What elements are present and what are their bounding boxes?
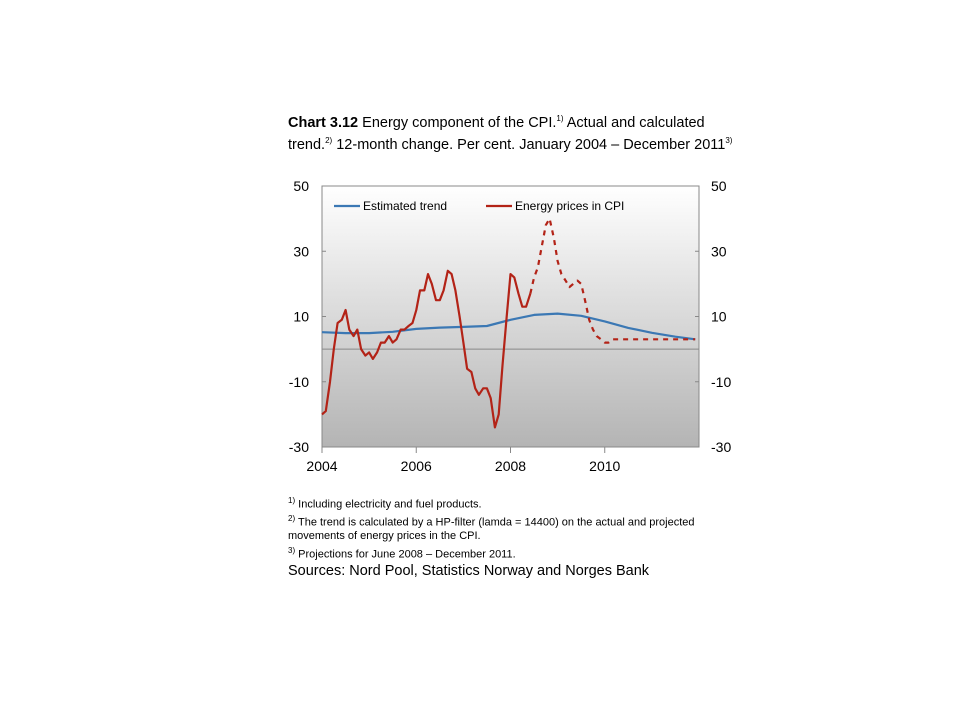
- sources-line: Sources: Nord Pool, Statistics Norway an…: [288, 562, 650, 579]
- footnote-1: 1) Including electricity and fuel produc…: [288, 494, 738, 512]
- y-right-tick-label: 30: [711, 243, 727, 259]
- y-right-tick-label: 10: [711, 309, 727, 325]
- x-tick-label: 2006: [401, 458, 432, 474]
- plot-area: [322, 186, 699, 447]
- x-tick-label: 2008: [495, 458, 526, 474]
- x-tick-label: 2004: [306, 458, 337, 474]
- title-text-a: Energy component of the CPI.: [358, 114, 557, 131]
- legend-label-1: Energy prices in CPI: [515, 199, 624, 213]
- series-line-2: [529, 217, 696, 344]
- y-left-tick-label: 30: [293, 243, 309, 259]
- footnote-1-text: Including electricity and fuel products.: [295, 498, 482, 511]
- title-text-c: 12-month change. Per cent. January 2004 …: [332, 136, 726, 153]
- footnote-3-text: Projections for June 2008 – December 201…: [295, 548, 516, 561]
- legend-label-0: Estimated trend: [363, 199, 447, 213]
- chart-title: Chart 3.12 Energy component of the CPI.1…: [288, 110, 738, 154]
- y-left-tick-label: -10: [289, 374, 309, 390]
- title-footnote-2: 2): [325, 135, 333, 145]
- y-left-tick-label: 10: [293, 309, 309, 325]
- series-line-1: [321, 269, 532, 429]
- y-right-tick-label: -30: [711, 439, 731, 455]
- y-right-tick-label: -10: [711, 374, 731, 390]
- y-left-tick-label: -30: [289, 439, 309, 455]
- x-tick-label: 2010: [589, 458, 620, 474]
- title-footnote-1: 1): [556, 114, 564, 123]
- series-line-0: [321, 312, 696, 341]
- y-left-tick-label: 50: [293, 178, 309, 194]
- footnote-3-marker: 3): [288, 545, 296, 555]
- footnote-1-marker: 1): [288, 496, 296, 505]
- title-text-b: Actual and calculated trend.: [288, 114, 705, 153]
- footnotes: 1) Including electricity and fuel produc…: [288, 494, 738, 580]
- chart-number: Chart 3.12: [288, 114, 359, 131]
- footnote-2-marker: 2): [288, 514, 296, 524]
- footnote-2-text: The trend is calculated by a HP-filter (…: [288, 516, 695, 543]
- footnote-2: 2) The trend is calculated by a HP-filte…: [288, 512, 738, 544]
- title-footnote-3: 3): [725, 135, 733, 145]
- footnote-3: 3) Projections for June 2008 – December …: [288, 544, 738, 562]
- y-right-tick-label: 50: [711, 178, 727, 194]
